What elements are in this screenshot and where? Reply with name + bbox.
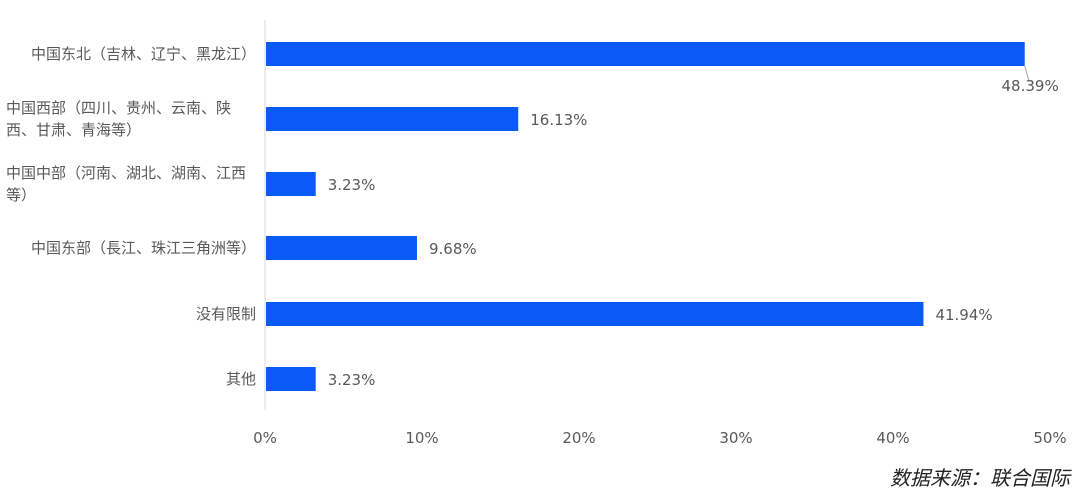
- data-label: 16.13%: [530, 111, 587, 129]
- x-tick-label: 20%: [562, 429, 595, 447]
- category-label-text: 中国东部（長江、珠江三角洲等）: [30, 239, 256, 257]
- x-tick-label: 30%: [719, 429, 752, 447]
- data-label: 3.23%: [328, 176, 376, 194]
- bar: [266, 236, 417, 260]
- data-label: 3.23%: [328, 371, 376, 389]
- category-label: 中国东北（吉林、辽宁、黑龙江）: [6, 29, 256, 79]
- bar: [266, 172, 316, 196]
- x-tick-label: 0%: [253, 429, 277, 447]
- category-label-text: 没有限制: [195, 305, 256, 323]
- category-label: 中国中部（河南、湖北、湖南、江西等）: [6, 159, 256, 209]
- bar: [266, 42, 1025, 66]
- category-label-text: 中国西部（四川、贵州、云南、陕西、甘肃、青海等）: [6, 99, 232, 139]
- x-tick-label: 10%: [405, 429, 438, 447]
- bar: [266, 302, 924, 326]
- category-label: 中国西部（四川、贵州、云南、陕西、甘肃、青海等）: [6, 94, 256, 144]
- category-label: 中国东部（長江、珠江三角洲等）: [6, 223, 256, 273]
- category-label-text: 其他: [225, 370, 256, 388]
- category-label: 其他: [6, 354, 256, 404]
- category-label-text: 中国中部（河南、湖北、湖南、江西等）: [6, 164, 247, 204]
- bar: [266, 107, 519, 131]
- x-tick-label: 40%: [876, 429, 909, 447]
- source-note: 数据来源：联合国际: [890, 466, 1070, 490]
- x-tick-label: 50%: [1033, 429, 1066, 447]
- leader-line: [1024, 65, 1030, 81]
- category-label-text: 中国东北（吉林、辽宁、黑龙江）: [30, 45, 256, 63]
- bar: [266, 367, 316, 391]
- category-label: 没有限制: [6, 289, 256, 339]
- data-label: 9.68%: [429, 240, 477, 258]
- data-label: 48.39%: [1002, 77, 1059, 95]
- data-label: 41.94%: [935, 306, 992, 324]
